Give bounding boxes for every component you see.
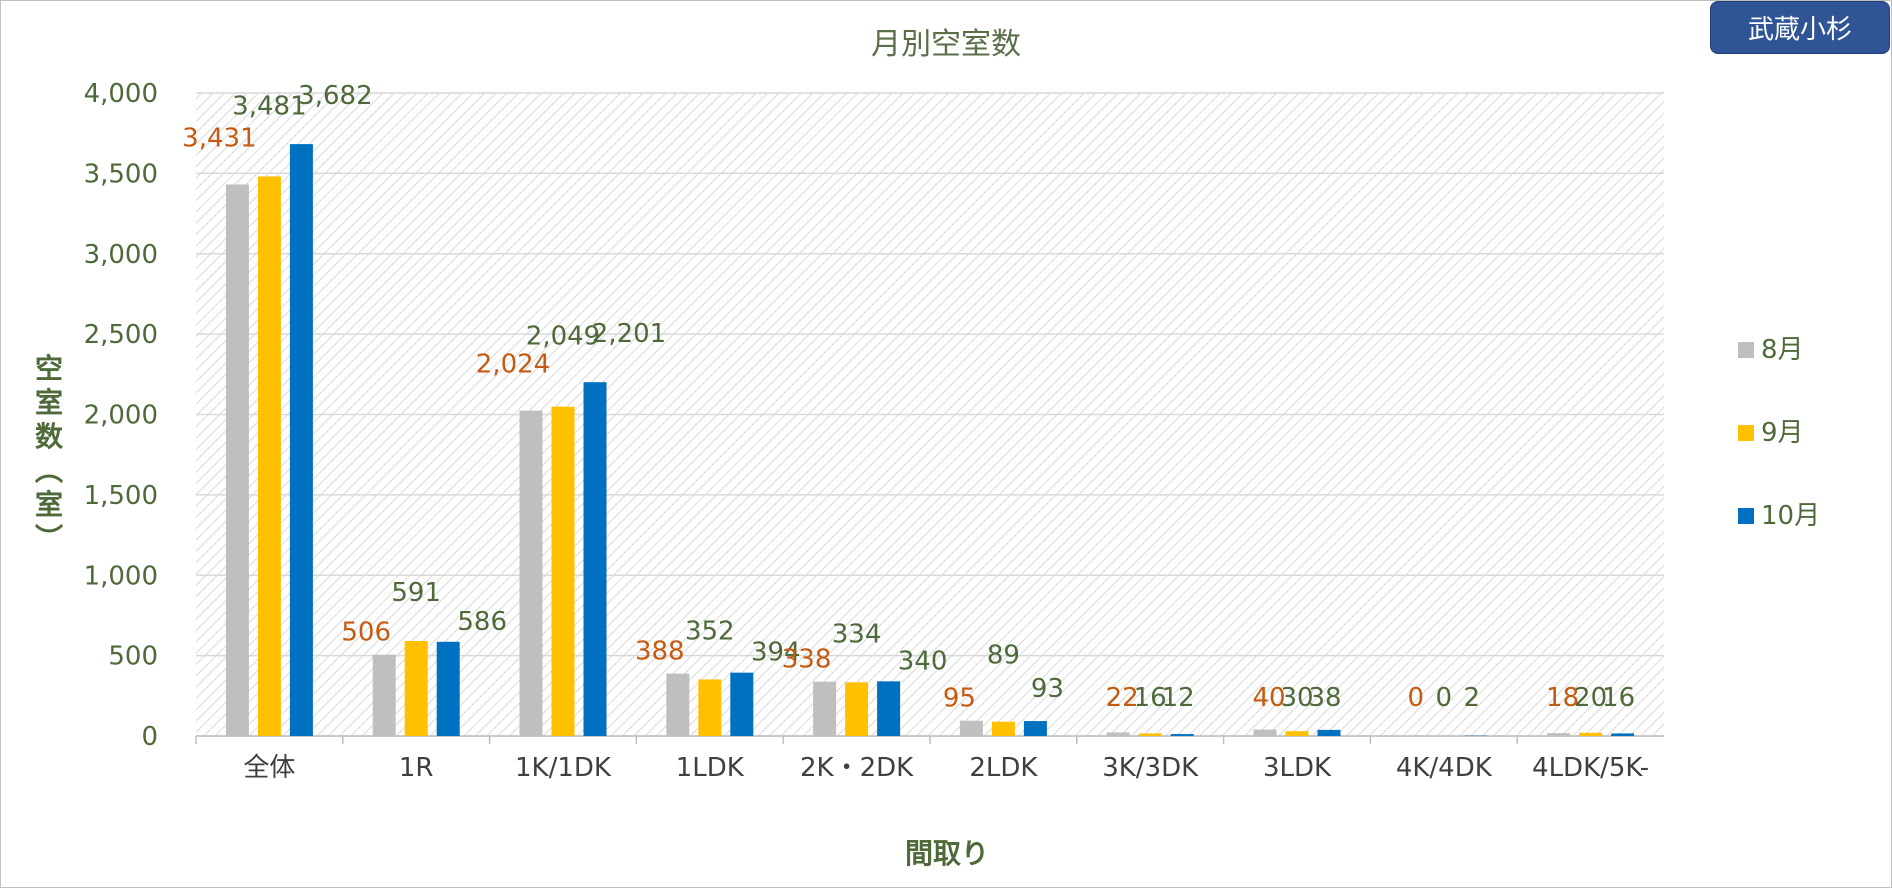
y-axis-title-char: 空 <box>35 352 63 385</box>
y-tick-label: 2,500 <box>84 320 158 350</box>
bar <box>1285 731 1309 736</box>
data-label: 0 <box>1436 683 1453 713</box>
data-label: 2,024 <box>476 350 550 380</box>
bar <box>1317 729 1341 736</box>
bar <box>1547 733 1571 736</box>
y-tick-label: 1,000 <box>84 561 158 591</box>
bar <box>1253 729 1277 736</box>
bar <box>845 682 869 736</box>
bar <box>551 406 575 736</box>
y-axis-title-char: 室 <box>35 488 63 521</box>
legend-swatch <box>1738 508 1754 524</box>
data-label: 95 <box>943 684 976 714</box>
legend-swatch <box>1738 425 1754 441</box>
data-label: 3,431 <box>182 123 256 153</box>
data-label: 506 <box>341 618 391 648</box>
bar <box>257 176 281 736</box>
bar <box>1579 732 1603 736</box>
x-tick-label: 1LDK <box>676 753 745 783</box>
x-tick-label: 1K/1DK <box>515 753 612 783</box>
bar <box>225 184 249 737</box>
bar <box>730 672 754 736</box>
legend: 8月 9月 10月 <box>1738 335 1820 531</box>
data-label: 2,201 <box>592 319 666 349</box>
data-label: 2,049 <box>526 322 600 352</box>
data-label: 2 <box>1464 683 1481 713</box>
y-axis-title-char: ︶ <box>35 522 63 555</box>
bar <box>1023 721 1047 736</box>
x-tick-label: 3K/3DK <box>1102 753 1199 783</box>
y-tick-label: 3,500 <box>84 159 158 189</box>
data-label: 38 <box>1308 683 1341 713</box>
bar <box>991 721 1015 736</box>
bar <box>813 681 837 736</box>
legend-label: 10月 <box>1761 501 1820 531</box>
data-label: 30 <box>1280 683 1313 713</box>
data-label: 334 <box>832 619 882 649</box>
data-label: 591 <box>391 578 441 608</box>
y-axis-title-char: ︵ <box>35 454 63 487</box>
y-tick-label: 0 <box>141 722 158 752</box>
bar <box>666 673 690 736</box>
data-label: 18 <box>1546 683 1579 713</box>
y-axis-title-char: 数 <box>35 420 64 453</box>
data-label: 394 <box>751 638 801 668</box>
x-tick-label: 1R <box>399 753 434 783</box>
legend-label: 8月 <box>1761 335 1804 365</box>
bar <box>372 654 396 736</box>
data-label: 3,481 <box>232 91 306 121</box>
data-label: 89 <box>987 641 1020 671</box>
x-tick-label: 3LDK <box>1263 753 1332 783</box>
data-label: 338 <box>782 645 832 675</box>
data-label: 12 <box>1162 683 1195 713</box>
bar <box>583 382 607 736</box>
y-tick-label: 2,000 <box>84 401 158 431</box>
bar <box>877 681 901 736</box>
data-label: 16 <box>1602 683 1635 713</box>
data-label: 20 <box>1574 683 1607 713</box>
bar <box>698 679 722 736</box>
data-label: 352 <box>685 616 735 646</box>
bar <box>1170 734 1194 736</box>
legend-swatch <box>1738 342 1754 358</box>
bar <box>1106 732 1130 736</box>
data-label: 0 <box>1408 683 1425 713</box>
data-label: 3,682 <box>298 81 372 111</box>
data-label: 388 <box>635 637 685 667</box>
y-tick-label: 3,000 <box>84 240 158 270</box>
x-tick-label: 2K・2DK <box>800 753 914 783</box>
y-tick-label: 500 <box>108 642 158 672</box>
data-label: 16 <box>1134 683 1167 713</box>
bar <box>1138 733 1162 736</box>
bar <box>519 410 543 736</box>
x-tick-label: 全体 <box>243 753 295 783</box>
data-label: 22 <box>1106 683 1139 713</box>
legend-label: 9月 <box>1761 418 1804 448</box>
y-tick-label: 1,500 <box>84 481 158 511</box>
bar <box>1611 733 1635 736</box>
y-tick-label: 4,000 <box>84 79 158 109</box>
data-label: 40 <box>1252 683 1285 713</box>
y-axis-title-char: 室 <box>35 386 63 419</box>
x-axis-title: 間取り <box>905 837 989 870</box>
data-label: 586 <box>457 607 507 637</box>
y-axis-title: 空室数︵室︶ <box>35 352 64 555</box>
x-tick-label: 4K/4DK <box>1396 753 1493 783</box>
plot-area: 0 500 1,000 1,500 2,000 2,500 3,000 3,500 4,000 全… <box>84 79 1664 783</box>
x-tick-label: 4LDK/5K- <box>1532 753 1649 783</box>
bar <box>404 640 428 736</box>
bar <box>289 144 313 736</box>
location-badge[interactable]: 武蔵小杉 <box>1710 1 1890 54</box>
data-label: 340 <box>898 646 948 676</box>
x-tick-label: 2LDK <box>969 753 1038 783</box>
chart-title: 月別空室数 <box>871 27 1021 62</box>
bar <box>959 720 983 736</box>
bar <box>436 641 460 736</box>
data-label: 93 <box>1031 674 1064 704</box>
